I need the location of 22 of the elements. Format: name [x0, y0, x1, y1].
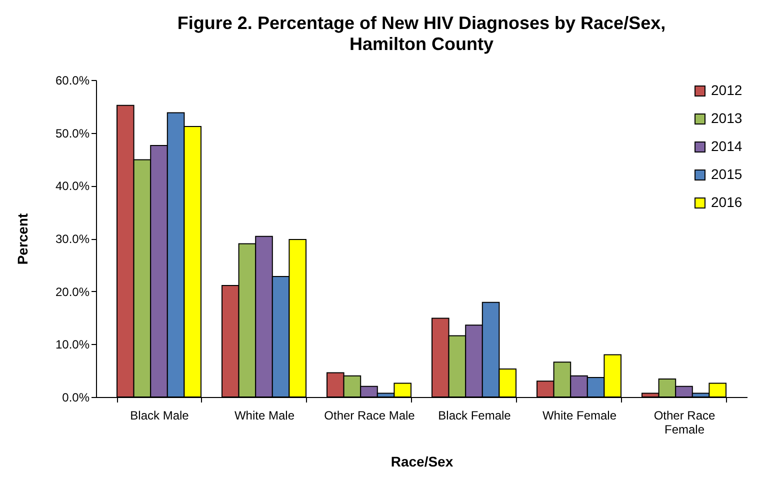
x-axis-title: Race/Sex: [390, 454, 454, 470]
y-tick-label: 30.0%: [55, 232, 90, 246]
x-tick-label: Other Race Male: [324, 408, 416, 422]
y-tick-label: 20.0%: [55, 284, 90, 299]
y-tick-label: 0.0%: [62, 390, 90, 404]
x-tick-label: White Male: [234, 408, 295, 422]
y-tick-label: 60.0%: [55, 74, 90, 88]
legend-label: 2015: [711, 166, 742, 182]
x-tick-label: Other Race Female: [654, 408, 716, 436]
legend-label: 2012: [711, 82, 742, 98]
legend-label: 2014: [711, 138, 742, 154]
y-tick-label: 10.0%: [55, 338, 90, 352]
chart-subtitle: Hamilton County: [350, 34, 494, 54]
y-tick-label: 50.0%: [55, 126, 90, 140]
legend-label: 2013: [711, 110, 742, 126]
y-axis-title: Percent: [14, 212, 30, 265]
x-tick-label: Black Female: [438, 408, 512, 422]
chart-title: Figure 2. Percentage of New HIV Diagnoses by Race/Sex,: [177, 13, 666, 33]
legend-label: 2016: [711, 194, 742, 210]
x-tick-label: White Female: [542, 408, 617, 422]
x-tick-label: Black Male: [130, 408, 190, 422]
y-tick-label: 40.0%: [55, 179, 90, 194]
